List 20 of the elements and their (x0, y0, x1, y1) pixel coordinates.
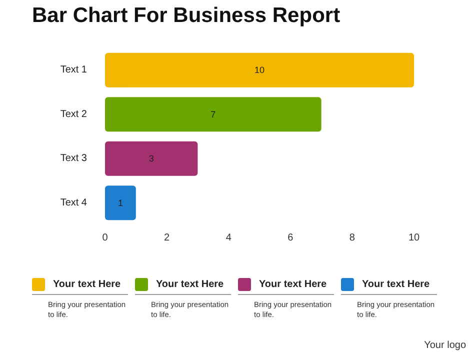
x-tick-label: 10 (408, 232, 420, 244)
y-tick-label: Text 2 (60, 108, 88, 120)
text: Your logo (424, 340, 466, 351)
x-tick-label: 4 (226, 232, 232, 244)
x-tick-label: 2 (164, 232, 170, 244)
data-label: 7 (210, 109, 216, 120)
legend-label: Your text Here (259, 279, 327, 290)
y-tick-label: Text 4 (60, 197, 88, 208)
x-tick-label: 0 (102, 232, 108, 244)
y-tick-label: Text 1 (60, 64, 88, 76)
data-label: 3 (148, 154, 154, 164)
x-tick-label: 6 (288, 232, 294, 244)
chart-title: Bar Chart For Business Report (32, 4, 340, 28)
legend-label: Your text Here (156, 279, 224, 290)
y-tick-label: Text 3 (60, 153, 88, 164)
legend-label: Your text Here (362, 279, 430, 290)
data-label: 10 (254, 65, 265, 76)
legend-label: Your text Here (53, 279, 121, 290)
data-label: 1 (118, 198, 123, 208)
x-tick-label: 8 (349, 232, 356, 244)
